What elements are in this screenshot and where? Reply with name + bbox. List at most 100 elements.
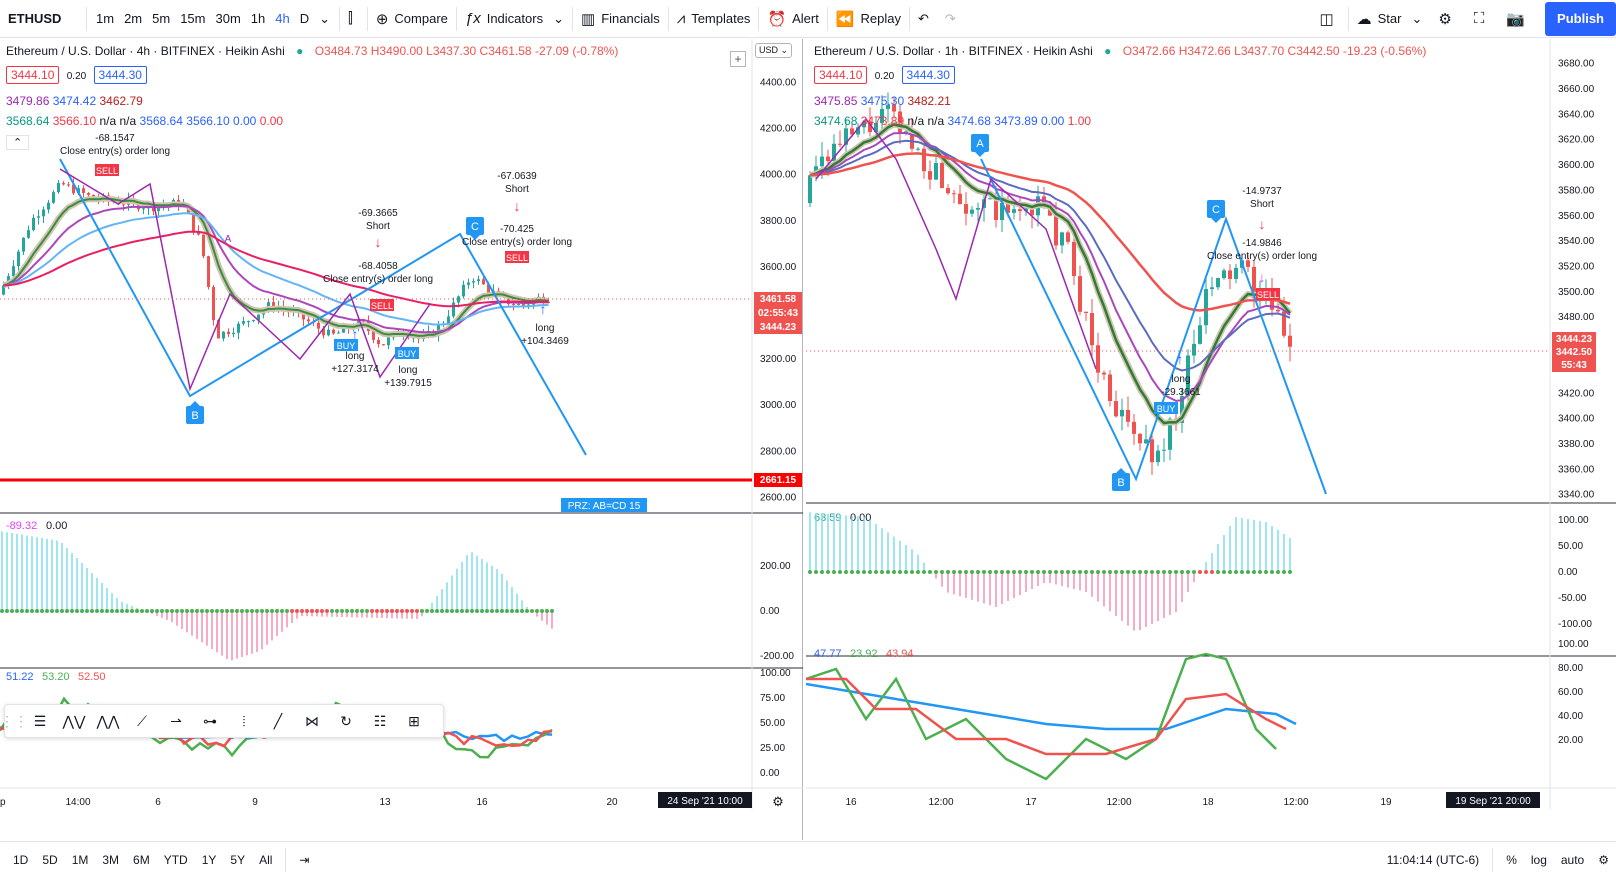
- rotate-icon[interactable]: ↻: [340, 712, 352, 729]
- drag-handle-icon[interactable]: ⋮⋮: [0, 712, 28, 729]
- zero-dot: [350, 609, 354, 613]
- candle-body: [272, 302, 275, 309]
- range-3m[interactable]: 3M: [102, 853, 120, 867]
- horizontal-line-icon[interactable]: ⊶: [203, 712, 217, 729]
- right-chart-title[interactable]: Ethereum / U.S. Dollar · 1h · BITFINEX ·…: [814, 44, 1093, 58]
- osc-tick-label: 100.00: [1558, 515, 1589, 526]
- range-ytd[interactable]: YTD: [163, 853, 188, 867]
- candle-body: [47, 202, 50, 210]
- range-1y[interactable]: 1Y: [201, 853, 217, 867]
- candle-body: [1162, 449, 1166, 451]
- range-all[interactable]: All: [259, 853, 273, 867]
- redo-icon: ↷: [944, 10, 956, 26]
- time-tick-label: 16: [845, 797, 857, 808]
- compare-button[interactable]: ⊕ Compare: [368, 0, 456, 38]
- layout-split-icon: ◫: [1319, 10, 1334, 28]
- zero-dot: [50, 609, 54, 613]
- interval-5m[interactable]: 5m: [152, 11, 171, 26]
- sell-price-box[interactable]: 3444.10: [6, 66, 60, 84]
- add-icon[interactable]: +: [730, 51, 746, 67]
- rsi-legend-value: 47.77: [814, 648, 842, 660]
- interval-30m[interactable]: 30m: [215, 11, 241, 26]
- interval-1m[interactable]: 1m: [96, 11, 115, 26]
- range-1m[interactable]: 1M: [71, 853, 89, 867]
- zero-dot: [195, 609, 199, 613]
- fullscreen-button[interactable]: ⛶: [1466, 0, 1499, 38]
- range-5y[interactable]: 5Y: [230, 853, 246, 867]
- zero-dot: [988, 570, 992, 574]
- candle-body: [322, 328, 325, 336]
- xabcd-pattern-icon[interactable]: ⋀⋁: [62, 712, 86, 729]
- vertical-lines-icon[interactable]: ⦙: [242, 712, 246, 729]
- financials-button[interactable]: ▥ Financials: [573, 0, 668, 38]
- rsi-line: [806, 652, 1277, 781]
- zero-dot: [530, 609, 534, 613]
- interval-4h[interactable]: 4h: [275, 11, 290, 26]
- indicators-button[interactable]: ƒx Indicators ⌄: [457, 0, 572, 38]
- redo-button[interactable]: ↷: [937, 0, 964, 38]
- trade-annotation: -68.1547: [95, 133, 135, 144]
- interval-2m[interactable]: 2m: [124, 11, 143, 26]
- range-6m[interactable]: 6M: [133, 853, 150, 867]
- range-5d[interactable]: 5D: [42, 853, 58, 867]
- right-chart-pane[interactable]: 3680.00 3660.00 3640.00 3620.00 3600.00 3580.…: [806, 39, 1616, 840]
- abc-pattern-icon[interactable]: ⋀⋀: [96, 712, 120, 729]
- star-button[interactable]: ☁ Star ⌄: [1349, 0, 1431, 38]
- settings-icon[interactable]: ⚙: [1598, 853, 1609, 867]
- zero-dot: [1006, 570, 1010, 574]
- currency-dropdown[interactable]: USD ⌄: [755, 43, 793, 58]
- node-pattern-icon[interactable]: ⋈: [305, 712, 319, 729]
- chevron-down-icon[interactable]: ⌄: [319, 10, 331, 26]
- time-tick-label: 14:00: [65, 797, 90, 808]
- zero-dot: [175, 609, 179, 613]
- sell-price-box[interactable]: 3444.10: [814, 66, 868, 84]
- zero-dot: [1198, 570, 1202, 574]
- percent-toggle[interactable]: %: [1506, 853, 1517, 867]
- snapshot-button[interactable]: 📷: [1498, 0, 1539, 38]
- auto-toggle[interactable]: auto: [1560, 853, 1585, 867]
- settings-button[interactable]: ⚙: [1430, 0, 1465, 38]
- candle-body: [1078, 276, 1082, 312]
- right-chart-canvas[interactable]: 3680.00 3660.00 3640.00 3620.00 3600.00 3580.…: [806, 39, 1616, 840]
- right-ind1-legend: 3475.85 3475.30 3482.21: [814, 94, 951, 108]
- range-1d[interactable]: 1D: [13, 853, 29, 867]
- interval-d[interactable]: D: [299, 11, 310, 26]
- ruler-icon[interactable]: ⊞: [408, 712, 420, 729]
- left-chart-title[interactable]: Ethereum / U.S. Dollar · 4h · BITFINEX ·…: [6, 44, 285, 58]
- zero-dot: [500, 609, 504, 613]
- indicators-label: Indicators: [486, 11, 544, 26]
- signal-tag-bg: [370, 299, 394, 311]
- left-chart-pane[interactable]: 4400.004200.004000.003800.003600.003400.…: [0, 39, 803, 840]
- interval-15m[interactable]: 15m: [180, 11, 206, 26]
- trend-line-icon[interactable]: ⟋: [137, 712, 147, 729]
- interval-1h[interactable]: 1h: [250, 11, 266, 26]
- clock-display[interactable]: 11:04:14 (UTC-6): [1386, 853, 1480, 867]
- channel-icon[interactable]: ☷: [373, 712, 387, 729]
- symbol-search[interactable]: ETHUSD: [8, 11, 62, 26]
- buy-price-box[interactable]: 3444.30: [901, 66, 955, 84]
- goto-date-icon[interactable]: ⇥: [299, 853, 310, 867]
- log-toggle[interactable]: log: [1530, 853, 1547, 867]
- buy-price-box[interactable]: 3444.30: [93, 66, 147, 84]
- alert-button[interactable]: ⏰ Alert: [759, 0, 826, 38]
- zero-dot: [235, 609, 239, 613]
- zero-dot: [934, 570, 938, 574]
- templates-button[interactable]: ⩘ Templates: [669, 0, 759, 38]
- layout-button[interactable]: ◫: [1311, 0, 1347, 38]
- chart-type-button[interactable]: ⫿: [340, 0, 367, 38]
- publish-button[interactable]: Publish: [1545, 1, 1616, 36]
- candle-body: [952, 193, 956, 195]
- zero-dot: [970, 570, 974, 574]
- undo-button[interactable]: ↶: [910, 0, 937, 38]
- candle-body: [22, 237, 25, 252]
- left-ind2-legend: 3568.64 3566.10 n/a n/a 3568.64 3566.10 …: [6, 114, 284, 128]
- diagonal-line-icon[interactable]: ╱: [273, 712, 283, 729]
- candle-body: [1228, 270, 1232, 279]
- candle-body: [1024, 208, 1028, 212]
- ray-icon[interactable]: ⇀: [170, 712, 182, 729]
- zero-dot: [140, 609, 144, 613]
- candle-body: [1150, 439, 1154, 463]
- lines-icon[interactable]: ☰: [33, 712, 47, 729]
- replay-button[interactable]: ⏪ Replay: [828, 0, 909, 38]
- collapse-legend-button[interactable]: ⌃: [6, 135, 30, 150]
